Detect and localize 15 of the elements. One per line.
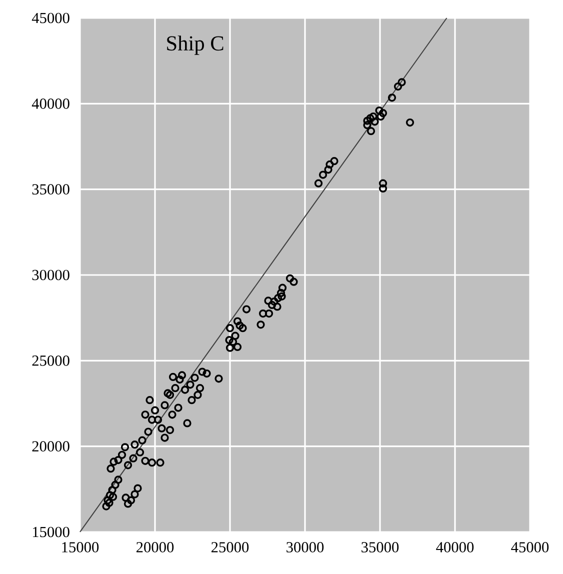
x-tick-label: 45000 bbox=[511, 542, 549, 552]
y-tick-label: 15000 bbox=[32, 526, 70, 538]
x-tick-label: 25000 bbox=[212, 542, 249, 552]
y-tick-label: 20000 bbox=[32, 441, 70, 452]
x-tick-label: 30000 bbox=[286, 542, 324, 552]
y-tick-label: 40000 bbox=[32, 98, 70, 109]
annotation: Ship C bbox=[167, 36, 224, 55]
x-tick-label: 20000 bbox=[136, 542, 174, 552]
y-tick-label: 45000 bbox=[32, 12, 70, 24]
x-tick-label: 40000 bbox=[436, 542, 474, 552]
y-tick-label: 30000 bbox=[32, 270, 70, 280]
x-tick-label: 35000 bbox=[362, 542, 399, 552]
x-tick-label: 15000 bbox=[62, 542, 99, 552]
y-tick-label: 25000 bbox=[32, 356, 70, 366]
y-tick-label: 35000 bbox=[32, 184, 70, 194]
